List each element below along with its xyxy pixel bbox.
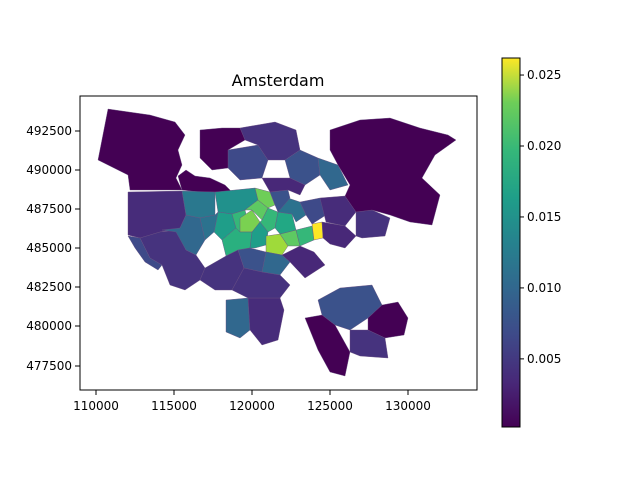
district-amstelveen-south	[247, 297, 285, 346]
district-de-pijp	[265, 233, 289, 256]
district-zuid-south	[231, 267, 291, 299]
colorbar-tick-label: 0.015	[527, 210, 561, 224]
district-overtoomse-veld	[199, 211, 219, 241]
colorbar-ticks: 0.005 0.010 0.015 0.020 0.025	[520, 68, 561, 366]
colorbar-tick-label: 0.020	[527, 139, 561, 153]
y-axis: 477500 480000 482500 485000 487500 49000…	[26, 124, 80, 373]
district-north-west	[97, 108, 186, 191]
district-amstel	[281, 245, 326, 279]
district-westerpark	[177, 169, 233, 193]
y-tick-label: 485000	[26, 241, 72, 255]
x-tick-label: 110000	[73, 399, 119, 413]
district-centrum-north	[254, 187, 276, 209]
district-ijburg	[355, 209, 391, 239]
y-tick-label: 490000	[26, 163, 72, 177]
district-zuidoost-west	[304, 314, 351, 377]
district-zuidoost-south	[349, 329, 389, 359]
map-area	[97, 108, 457, 377]
x-tick-label: 125000	[307, 399, 353, 413]
x-tick-label: 130000	[385, 399, 431, 413]
district-amsterdamse-bos	[225, 297, 251, 339]
y-tick-label: 477500	[26, 359, 72, 373]
map-title: Amsterdam	[232, 71, 325, 90]
colorbar	[501, 57, 521, 428]
district-slotervaart	[127, 235, 163, 271]
district-rai	[261, 251, 291, 276]
x-axis: 110000 115000 120000 125000 130000	[73, 390, 431, 413]
x-tick-label: 115000	[151, 399, 197, 413]
y-tick-label: 492500	[26, 124, 72, 138]
colorbar-tick-label: 0.025	[527, 68, 561, 82]
district-oost	[319, 195, 357, 227]
district-buiksloot	[261, 177, 306, 196]
x-tick-label: 120000	[229, 399, 275, 413]
y-tick-label: 482500	[26, 280, 72, 294]
colorbar-tick-label: 0.005	[527, 352, 561, 366]
district-oost-bright	[311, 221, 324, 241]
district-noord-inner	[317, 157, 349, 191]
y-tick-label: 487500	[26, 202, 72, 216]
district-indische-buurt	[299, 197, 327, 225]
district-geuzenveld	[181, 190, 216, 219]
plot-frame	[79, 95, 478, 391]
colorbar-tick-label: 0.010	[527, 281, 561, 295]
y-tick-label: 480000	[26, 319, 72, 333]
district-plantage	[274, 211, 297, 235]
district-watergraafsmeer	[321, 221, 357, 249]
district-noord-far-west	[199, 127, 246, 171]
district-noord-far-east	[329, 117, 457, 226]
